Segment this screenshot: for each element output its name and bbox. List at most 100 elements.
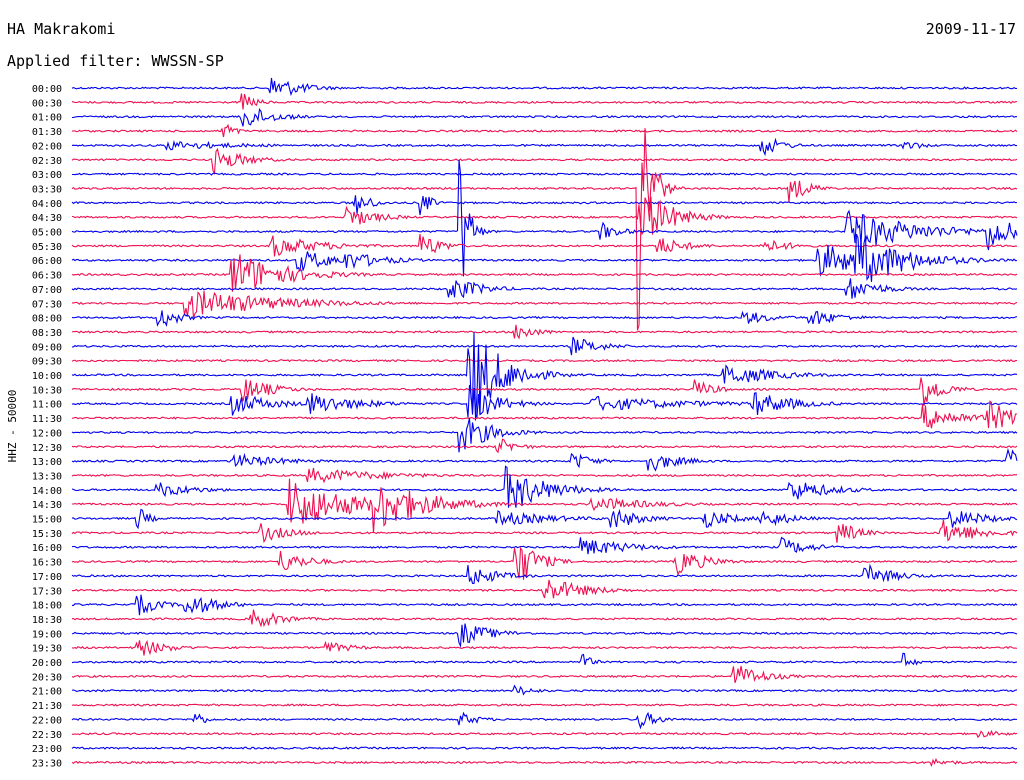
row-label: 14:00 bbox=[32, 486, 62, 497]
trace-line bbox=[71, 757, 1018, 768]
trace-line bbox=[71, 652, 1018, 667]
row-label: 06:30 bbox=[32, 271, 62, 282]
trace-line bbox=[71, 172, 1018, 176]
trace-line bbox=[71, 623, 1018, 649]
row-label: 09:30 bbox=[32, 357, 62, 368]
trace-line bbox=[71, 108, 1017, 127]
row-label: 01:30 bbox=[32, 127, 62, 138]
row-label: 12:30 bbox=[32, 443, 62, 454]
trace-line bbox=[71, 310, 1018, 328]
trace-line bbox=[71, 195, 1018, 216]
row-label: 13:30 bbox=[32, 471, 62, 482]
row-label: 10:00 bbox=[32, 371, 62, 382]
row-label: 02:30 bbox=[32, 156, 62, 167]
trace-line bbox=[71, 123, 1018, 138]
date-label: 2009-11-17 bbox=[926, 20, 1016, 38]
trace-line bbox=[72, 478, 1018, 534]
row-label: 23:00 bbox=[32, 744, 62, 755]
filter-label: Applied filter: WWSSN-SP bbox=[7, 52, 224, 70]
row-label: 23:30 bbox=[32, 758, 62, 769]
trace-line bbox=[71, 234, 1018, 257]
row-label: 05:30 bbox=[32, 242, 62, 253]
trace-line bbox=[71, 684, 1018, 696]
trace-line bbox=[71, 467, 1018, 484]
trace-line bbox=[71, 93, 1018, 110]
row-label: 21:30 bbox=[32, 701, 62, 712]
trace-line bbox=[71, 508, 1018, 530]
row-label: 00:00 bbox=[32, 84, 62, 95]
row-label: 15:00 bbox=[32, 515, 62, 526]
trace-line bbox=[71, 447, 1018, 472]
channel-label: HHZ - 50000 bbox=[6, 390, 19, 463]
row-label: 13:00 bbox=[32, 457, 62, 468]
trace-line bbox=[71, 196, 1018, 236]
trace-line bbox=[71, 324, 1018, 340]
trace-line bbox=[71, 147, 1018, 176]
trace-rows: 00:00 00:30 01:00 01:30 02:00 02:30 03:00 03:30… bbox=[32, 77, 1018, 769]
row-label: 04:30 bbox=[32, 213, 62, 224]
trace-line bbox=[71, 639, 1018, 656]
row-label: 16:00 bbox=[32, 543, 62, 554]
row-label: 19:00 bbox=[32, 629, 62, 640]
row-label: 01:00 bbox=[32, 113, 62, 124]
trace-line bbox=[71, 359, 1018, 363]
row-label: 22:30 bbox=[32, 730, 62, 741]
trace-line bbox=[71, 579, 1018, 599]
trace-line bbox=[71, 159, 1018, 277]
row-label: 00:30 bbox=[32, 98, 62, 109]
row-label: 16:30 bbox=[32, 558, 62, 569]
row-label: 02:00 bbox=[32, 141, 62, 152]
row-label: 21:00 bbox=[32, 687, 62, 698]
row-label: 03:00 bbox=[32, 170, 62, 181]
trace-line bbox=[71, 665, 1018, 683]
trace-line bbox=[71, 438, 1018, 454]
trace-line bbox=[71, 729, 1018, 739]
row-label: 10:30 bbox=[32, 385, 62, 396]
trace-line bbox=[71, 746, 1018, 750]
trace-line bbox=[71, 254, 1018, 292]
trace-line bbox=[71, 77, 1018, 97]
trace-line bbox=[71, 137, 1017, 157]
row-label: 08:30 bbox=[32, 328, 62, 339]
trace-line bbox=[71, 128, 1018, 331]
trace-line bbox=[71, 609, 1018, 628]
station-title: HA Makrakomi bbox=[7, 20, 115, 38]
row-label: 19:30 bbox=[32, 644, 62, 655]
row-label: 17:00 bbox=[32, 572, 62, 583]
row-label: 20:30 bbox=[32, 672, 62, 683]
row-label: 07:30 bbox=[32, 299, 62, 310]
trace-line bbox=[71, 563, 1018, 584]
row-label: 06:00 bbox=[32, 256, 62, 267]
trace-line bbox=[71, 377, 1018, 407]
trace-line bbox=[71, 703, 1018, 707]
trace-line bbox=[71, 519, 1018, 544]
trace-line bbox=[71, 536, 1018, 555]
row-label: 03:30 bbox=[32, 184, 62, 195]
row-label: 22:00 bbox=[32, 715, 62, 726]
row-label: 18:00 bbox=[32, 601, 62, 612]
row-label: 20:00 bbox=[32, 658, 62, 669]
row-label: 15:30 bbox=[32, 529, 62, 540]
trace-line bbox=[71, 278, 1018, 299]
trace-line bbox=[72, 594, 1018, 616]
row-label: 08:00 bbox=[32, 314, 62, 325]
trace-line bbox=[71, 336, 1018, 356]
trace-line bbox=[71, 385, 1018, 419]
row-label: 05:00 bbox=[32, 228, 62, 239]
trace-line bbox=[71, 290, 1018, 318]
trace-line bbox=[71, 465, 1018, 508]
trace-line bbox=[71, 400, 1018, 429]
trace-line bbox=[71, 233, 1018, 282]
row-label: 17:30 bbox=[32, 586, 62, 597]
row-label: 14:30 bbox=[32, 500, 62, 511]
trace-line bbox=[71, 546, 1018, 580]
row-label: 09:00 bbox=[32, 342, 62, 353]
row-label: 07:00 bbox=[32, 285, 62, 296]
trace-line bbox=[71, 417, 1018, 453]
row-label: 12:00 bbox=[32, 428, 62, 439]
row-label: 11:30 bbox=[32, 414, 62, 425]
trace-line bbox=[71, 711, 1018, 730]
row-label: 04:00 bbox=[32, 199, 62, 210]
trace-line bbox=[71, 332, 1018, 421]
